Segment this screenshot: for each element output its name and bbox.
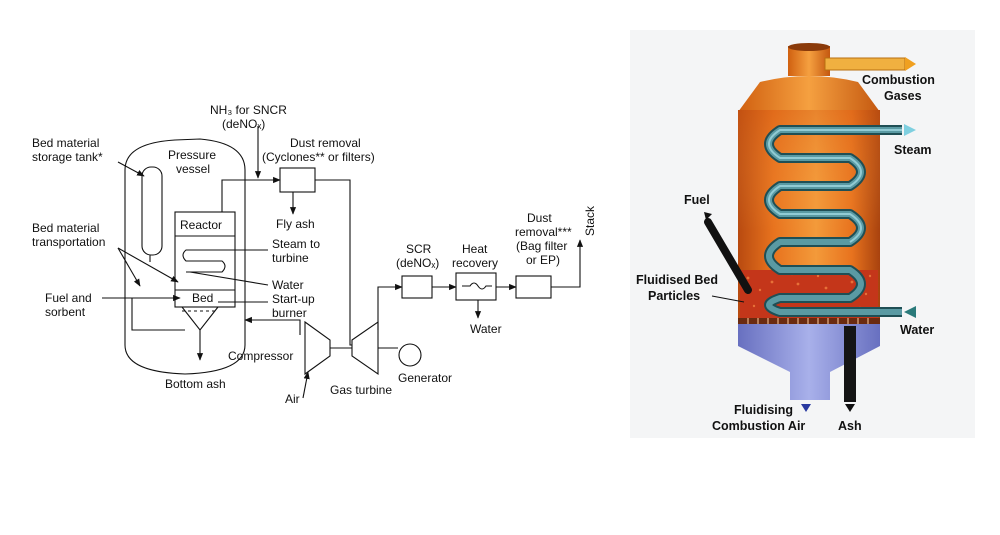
water-label-right: Water	[900, 323, 934, 337]
ash-label: Ash	[838, 419, 862, 433]
pressure-vessel-label: Pressure	[168, 148, 216, 162]
generator-label: Generator	[398, 371, 452, 385]
dust2-label-2: removal***	[515, 225, 572, 239]
reactor-label: Reactor	[180, 218, 222, 232]
vessel-dome	[738, 76, 880, 112]
startup-label: Start-up	[272, 292, 315, 306]
steam-arrow-icon	[904, 124, 916, 136]
fuel-label-sub: sorbent	[45, 305, 86, 319]
fluidised-bed-label: Fluidised Bed	[636, 273, 718, 287]
combustion-gases-label: Combustion	[862, 73, 935, 87]
dust2-label-3: (Bag filter	[516, 239, 567, 253]
fluidising-air-label-sub: Combustion Air	[712, 419, 805, 433]
bed-transport-label: Bed material	[32, 221, 99, 235]
scr-box	[401, 275, 433, 299]
gas-turbine-shape	[351, 320, 379, 376]
combustion-gases-label-sub: Gases	[884, 89, 922, 103]
dust2-label-4: or EP)	[526, 253, 560, 267]
distributor-plate	[738, 318, 880, 324]
fuel-label: Fuel and	[45, 291, 92, 305]
steam-label-sub: turbine	[272, 251, 309, 265]
scr-label: SCR	[406, 242, 432, 256]
steam-label-right: Steam	[894, 143, 932, 157]
exhaust-pipe	[824, 57, 906, 71]
steam-coil	[182, 249, 226, 273]
water-out-label: Water	[470, 322, 502, 336]
gas-turbine-label: Gas turbine	[330, 383, 392, 397]
bed-storage-tank	[141, 166, 163, 256]
fly-ash-label: Fly ash	[276, 217, 315, 231]
fuel-feed-pipe	[704, 218, 752, 294]
steam-label: Steam to	[272, 237, 320, 251]
generator-circle	[398, 343, 422, 367]
fluidised-bed-label-sub: Particles	[648, 289, 700, 303]
bed-storage-label: Bed material	[32, 136, 99, 150]
bottom-ash-label: Bottom ash	[165, 377, 226, 391]
startup-label-sub: burner	[272, 306, 307, 320]
fuel-label-right: Fuel	[684, 193, 710, 207]
air-arrow-icon	[801, 404, 811, 412]
compressor-shape	[304, 320, 331, 376]
compressor-label: Compressor	[228, 349, 293, 363]
nh3-label-sub: (deNOₓ)	[222, 117, 265, 131]
fuel-arrow-icon	[704, 212, 712, 220]
ash-arrow-icon	[845, 404, 855, 412]
water-arrow-icon	[904, 306, 916, 318]
heat-recovery-label-sub: recovery	[452, 256, 498, 270]
pressure-vessel-label-sub: vessel	[176, 162, 210, 176]
heat-recovery-label: Heat	[462, 242, 488, 256]
dust-removal-label: Dust removal	[290, 136, 361, 150]
cyclone-box	[279, 167, 316, 193]
bag-filter-box	[515, 275, 552, 299]
bed-transport-label-sub: transportation	[32, 235, 105, 249]
fbc-boiler-illustration: Combustion Gases Steam Fuel Fluidised Be…	[630, 30, 975, 438]
nozzles	[747, 318, 869, 324]
stack-label: Stack	[583, 205, 597, 236]
exhaust-arrow-icon	[905, 57, 916, 71]
pfbc-process-diagram: NH₃ for SNCR (deNOₓ) Dust removal (Cyclo…	[32, 103, 597, 406]
dust-removal-label-sub: (Cyclones** or filters)	[262, 150, 375, 164]
ash-pipe	[844, 326, 856, 402]
scr-label-sub: (deNOₓ)	[396, 256, 439, 270]
air-label: Air	[285, 392, 300, 406]
pressure-vessel	[124, 138, 246, 375]
fluidising-air-label: Fluidising	[734, 403, 793, 417]
dust2-label: Dust	[527, 211, 552, 225]
nh3-label: NH₃ for SNCR	[210, 103, 287, 117]
bed-label: Bed	[192, 291, 213, 305]
reactor-box	[174, 211, 236, 308]
water-label: Water	[272, 278, 304, 292]
bed-storage-label-sub: storage tank*	[32, 150, 103, 164]
